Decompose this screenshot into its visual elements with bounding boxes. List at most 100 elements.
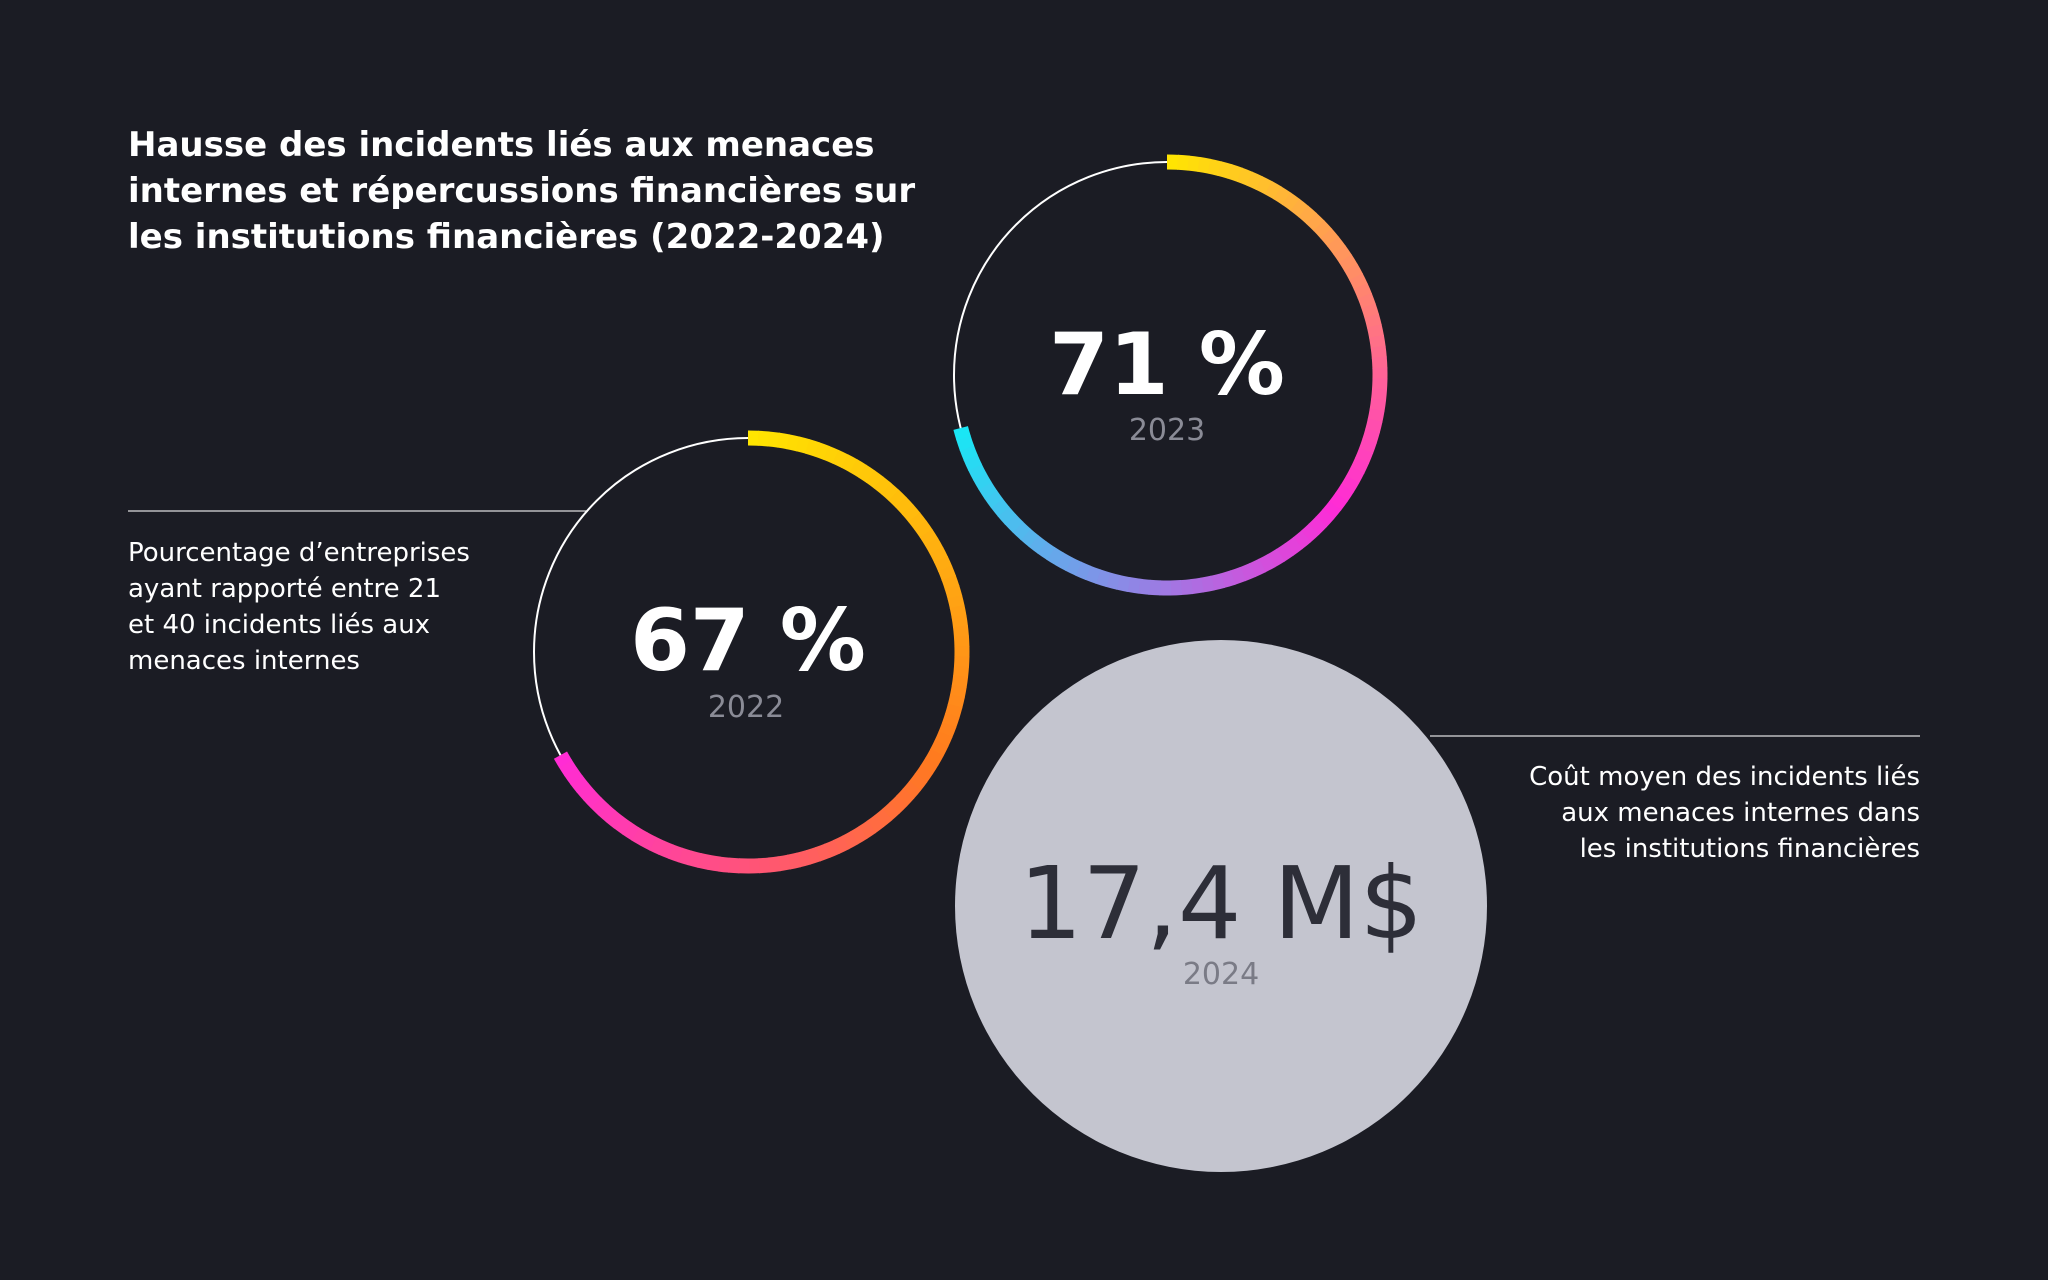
ring-2023-arc-segment — [1306, 212, 1325, 232]
ring-2023-arc-segment — [1177, 154, 1190, 171]
left-description-line-2: ayant rapporté entre 21 — [128, 574, 442, 604]
ring-2023-arc-segment — [1349, 273, 1368, 290]
ring-2022-arc-segment — [881, 802, 900, 821]
left-description-line-1: Pourcentage d’entreprises — [128, 538, 470, 568]
ring-2023-arc-segment — [997, 506, 1017, 525]
ring-2023-arc-segment — [1028, 534, 1047, 554]
ring-2023-arc-segment — [1282, 192, 1301, 212]
ring-2023-arc-segment — [1322, 500, 1342, 520]
ring-2023-arc-segment — [1369, 334, 1386, 349]
ring-2023-arc-segment — [1320, 228, 1340, 247]
ring-2022-arc-segment — [866, 814, 885, 834]
right-description: Coût moyen des incidents liés aux menace… — [1529, 759, 1920, 867]
ring-2022-arc-segment — [924, 537, 944, 555]
ring-2022-arc-segment — [841, 830, 859, 850]
ring-2023-arc-segment — [984, 490, 1004, 509]
ring-2022-arc-segment — [658, 840, 675, 859]
ring-2023-arc-segment — [1357, 292, 1376, 309]
ring-2022-arc-segment — [947, 594, 965, 609]
ring-2023-arc-segment — [1116, 574, 1131, 592]
ring-2022-arc-segment — [850, 825, 868, 845]
ring-2023-arc-segment — [1365, 418, 1383, 434]
ring-2023-arc-segment — [1220, 570, 1236, 588]
ring-2022-arc-segment — [757, 430, 770, 447]
ring-2022-arc-segment — [888, 489, 907, 509]
ring-2022-arc-segment — [944, 584, 963, 600]
ring-2023-arc-segment — [1230, 566, 1246, 585]
ring-2022-arc-segment — [570, 775, 589, 793]
ring-2022-arc-segment — [858, 820, 876, 840]
ring-2022-arc-segment — [947, 694, 965, 709]
ring-2023-arc-segment — [1364, 313, 1382, 329]
ring-2023-arc-segment — [1126, 577, 1141, 594]
ring-2022-arc-segment — [849, 459, 867, 478]
ring-2023-arc-segment — [1258, 553, 1276, 573]
ring-2022-arc-segment — [630, 827, 648, 846]
ring-2022-arc-segment — [873, 476, 892, 495]
ring-2022-arc-segment — [576, 782, 596, 801]
ring-2023-arc-segment — [1300, 523, 1320, 543]
ring-2022-arc-segment — [953, 635, 970, 648]
ring-2023-arc-segment — [1367, 408, 1385, 423]
ring-2022-arc-segment — [805, 847, 821, 865]
ring-2022-arc-segment — [728, 857, 740, 874]
ring-2022-year: 2022 — [708, 690, 784, 725]
ring-2022-arc-segment — [865, 470, 884, 489]
title-line-1: Hausse des incidents liés aux menaces — [128, 125, 875, 165]
ring-2022-arc-segment — [881, 482, 900, 502]
ring-2022-arc-segment — [874, 808, 893, 828]
ring-2023-arc-segment — [1239, 563, 1256, 582]
ring-2023-arc-segment — [1020, 528, 1039, 548]
ring-2022-arc-segment — [767, 431, 780, 448]
ring-2022-arc-segment — [815, 843, 831, 862]
ring-2022-arc-segment — [553, 751, 572, 768]
ring-2022: 67 % 2022 — [533, 430, 970, 874]
ring-2023-arc-segment — [1371, 388, 1388, 402]
ring-2023-arc-segment — [1370, 345, 1387, 359]
ring-2022-arc-segment — [920, 757, 939, 775]
ring-2022-arc-segment — [768, 856, 781, 873]
ring-2023-arc-segment — [1328, 492, 1348, 511]
ring-2022-arc-segment — [938, 722, 957, 738]
ring-2023-arc-segment — [1371, 356, 1388, 369]
ring-2023-arc-segment — [1358, 438, 1377, 454]
ring-2023-arc-segment — [959, 444, 978, 461]
ring-2022-arc-segment — [908, 512, 927, 531]
ring-2023-arc-segment — [1084, 565, 1101, 584]
ring-2023-arc-segment — [1004, 513, 1024, 533]
ring-2023-arc-segment — [1187, 155, 1201, 172]
left-description-line-3: et 40 incidents liés aux — [128, 610, 431, 640]
ring-2022-arc-segment — [697, 853, 712, 870]
ring-2022-arc-segment — [639, 832, 657, 851]
ring-2022-arc-segment — [787, 852, 801, 870]
ring-2022-arc-segment — [832, 449, 849, 469]
ring-2022-arc-segment — [590, 797, 609, 816]
ring-2023-arc-segment — [1065, 557, 1082, 576]
ring-2023-arc-segment — [1190, 577, 1204, 595]
right-description-line-3: les institutions financières — [1579, 834, 1920, 864]
ring-2022-arc-segment — [677, 847, 693, 866]
ring-2022-arc-segment — [667, 844, 684, 863]
ring-2023-arc-segment — [1180, 579, 1193, 596]
ring-2023-arc-segment — [1354, 447, 1374, 465]
ring-2023-arc-segment — [1362, 428, 1380, 444]
ring-2023-arc-segment — [963, 454, 982, 471]
ring-2022-arc-segment — [919, 529, 939, 547]
ring-2022-arc-segment — [941, 713, 960, 729]
ring-2022-arc-segment — [938, 565, 957, 582]
ring-2022-arc-segment — [949, 684, 967, 699]
ring-2022-arc-segment — [895, 496, 914, 516]
ring-2023-arc-segment — [1255, 176, 1273, 195]
ring-2023-arc-segment — [1137, 578, 1151, 595]
title-line-2: internes et répercussions financières su… — [128, 171, 916, 211]
ring-2022-arc-segment — [951, 675, 969, 689]
ring-2023-arc-segment — [1210, 573, 1226, 591]
ring-2022-arc-segment — [925, 748, 944, 766]
ring-2023-arc-segment — [953, 426, 971, 441]
title-line-3: les institutions financières (2022-2024) — [128, 217, 885, 257]
ring-2023-year: 2023 — [1129, 413, 1205, 448]
ring-2023-arc-segment — [1353, 282, 1373, 300]
ring-2022-arc-segment — [564, 767, 583, 785]
ring-2022-progress — [553, 430, 970, 874]
ring-2022-arc-segment — [776, 432, 791, 450]
